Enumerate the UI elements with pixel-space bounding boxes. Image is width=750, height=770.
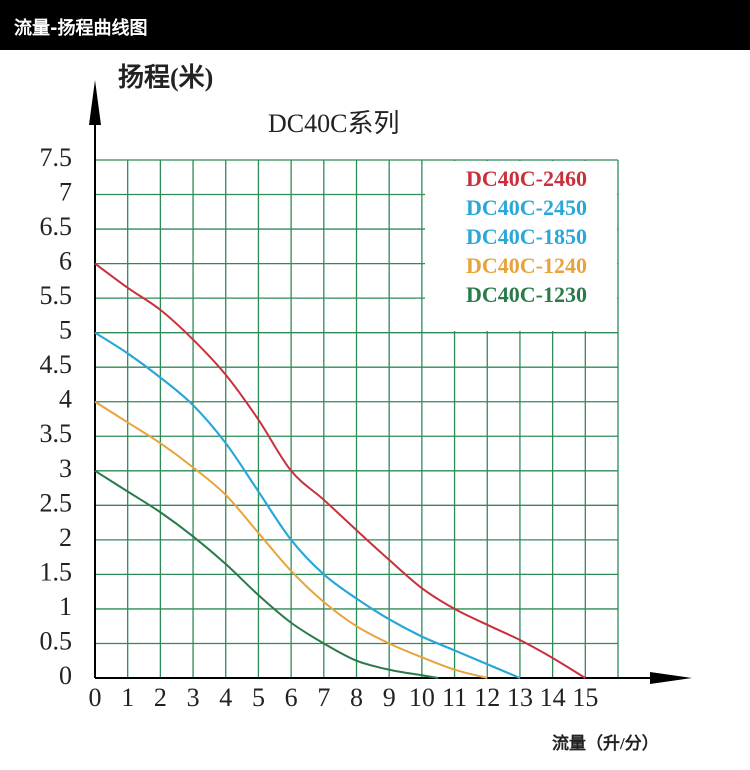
legend-entry: DC40C-2450 (466, 195, 587, 220)
x-tick-label: 11 (442, 683, 467, 712)
x-tick-label: 12 (474, 683, 500, 712)
x-tick-label: 5 (252, 683, 265, 712)
y-tick-label: 4 (59, 385, 72, 414)
x-axis-label: 流量（升/分） (552, 733, 659, 753)
y-tick-label: 3 (59, 454, 72, 483)
y-tick-label: 1.5 (40, 557, 73, 586)
y-tick-label: 3.5 (40, 419, 73, 448)
y-tick-label: 2.5 (40, 488, 73, 517)
x-axis-arrow (650, 672, 692, 684)
x-tick-label: 1 (121, 683, 134, 712)
y-tick-label: 0 (59, 661, 72, 690)
header-bar: 流量-扬程曲线图 (0, 0, 750, 50)
chart-title: 扬程(米) (118, 63, 213, 92)
y-tick-label: 6.5 (40, 212, 73, 241)
y-tick-label: 5 (59, 316, 72, 345)
chart-subtitle: DC40C系列 (268, 109, 399, 138)
x-tick-label: 13 (507, 683, 533, 712)
legend-entry: DC40C-1240 (466, 253, 587, 278)
x-tick-label: 2 (154, 683, 167, 712)
legend-box (425, 161, 617, 331)
series-line (94, 331, 521, 679)
header-title: 流量-扬程曲线图 (14, 18, 148, 39)
series-line (94, 469, 439, 679)
series-line (94, 400, 488, 679)
x-tick-label: 8 (350, 683, 363, 712)
x-tick-label: 14 (540, 683, 566, 712)
y-tick-label: 7 (59, 178, 72, 207)
y-tick-label: 1 (59, 592, 72, 621)
legend-entry: DC40C-2460 (466, 166, 587, 191)
x-tick-label: 9 (383, 683, 396, 712)
y-axis-arrow (89, 80, 101, 125)
y-tick-label: 7.5 (40, 143, 73, 172)
y-tick-label: 4.5 (40, 350, 73, 379)
y-tick-label: 2 (59, 523, 72, 552)
x-tick-label: 10 (409, 683, 435, 712)
legend-entry: DC40C-1230 (466, 282, 587, 307)
legend-entry: DC40C-1850 (466, 224, 587, 249)
x-tick-label: 3 (187, 683, 200, 712)
x-tick-label: 15 (572, 683, 598, 712)
x-tick-label: 4 (219, 683, 232, 712)
x-tick-label: 0 (89, 683, 102, 712)
x-tick-label: 7 (317, 683, 330, 712)
y-tick-label: 6 (59, 247, 72, 276)
series-line (94, 262, 586, 679)
x-tick-label: 6 (285, 683, 298, 712)
y-tick-label: 0.5 (40, 626, 73, 655)
y-tick-label: 5.5 (40, 281, 73, 310)
